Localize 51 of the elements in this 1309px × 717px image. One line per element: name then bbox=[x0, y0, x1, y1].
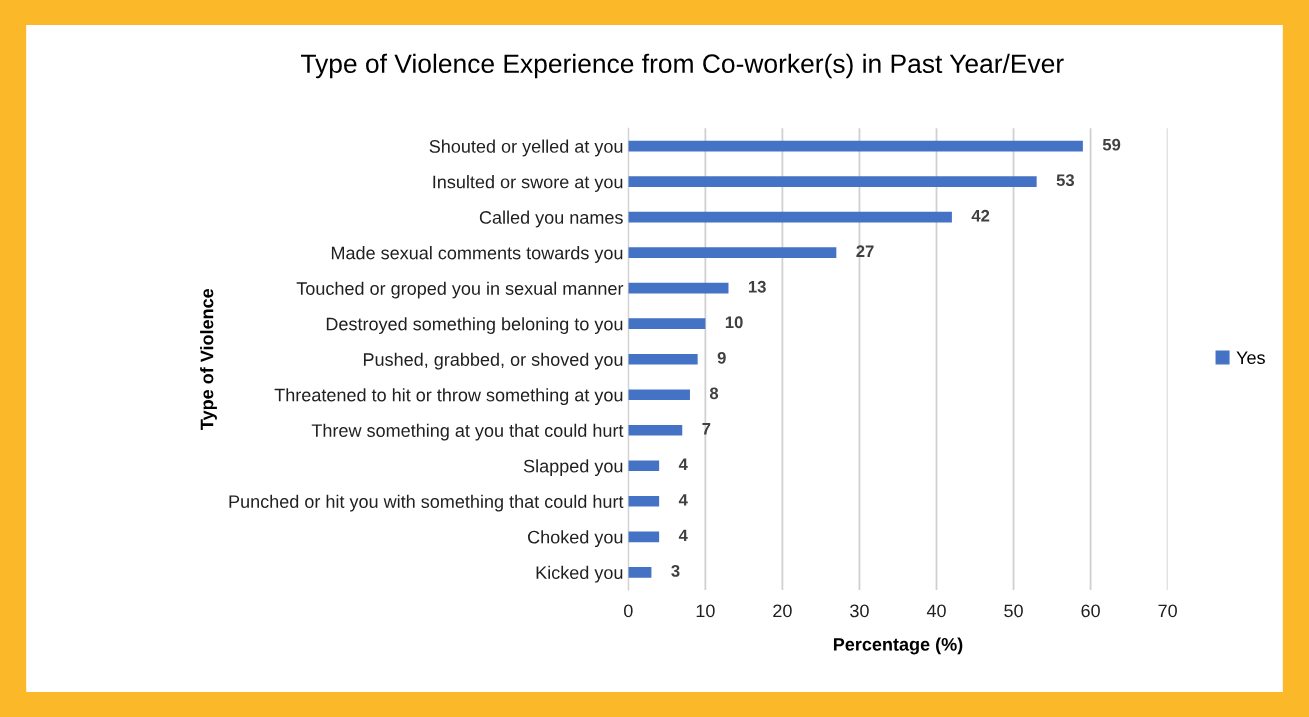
y-tick-label: Destroyed something beloning to you bbox=[326, 317, 623, 334]
y-tick-label: Punched or hit you with something that could hurt bbox=[229, 494, 624, 512]
y-tick-label: Touched or groped you in sexual manner bbox=[296, 281, 624, 299]
data-label: 9 bbox=[717, 351, 726, 364]
bar bbox=[628, 531, 660, 543]
y-tick-label: Choked you bbox=[528, 530, 623, 548]
chart-title: Type of Violence Experience from Co-worker(s) in Past Year/Ever bbox=[301, 53, 1064, 79]
x-tick-label: 40 bbox=[926, 604, 946, 618]
data-label: 59 bbox=[1102, 138, 1121, 151]
x-tick-label: 10 bbox=[696, 604, 715, 618]
data-label: 13 bbox=[748, 280, 766, 293]
y-tick-label: Threw something at you that could hurt bbox=[311, 423, 624, 441]
y-axis-title: Type of Violence bbox=[200, 288, 217, 430]
y-tick-label: Made sexual comments towards you bbox=[331, 246, 623, 263]
data-label: 27 bbox=[856, 245, 874, 257]
y-tick-label: Pushed, grabbed, or shoved you bbox=[363, 352, 623, 370]
data-label: 4 bbox=[678, 494, 688, 506]
bar bbox=[628, 460, 660, 472]
bar bbox=[628, 567, 652, 578]
data-label: 7 bbox=[702, 423, 711, 435]
data-label: 8 bbox=[709, 387, 719, 400]
bar bbox=[628, 424, 683, 436]
bar bbox=[628, 211, 952, 223]
bar bbox=[628, 495, 660, 507]
bar bbox=[628, 389, 690, 401]
data-label: 10 bbox=[725, 316, 743, 329]
x-tick-label: 50 bbox=[1004, 604, 1023, 618]
bar bbox=[628, 176, 1037, 187]
legend-label: Yes bbox=[1236, 351, 1265, 365]
x-tick-label: 30 bbox=[850, 604, 869, 618]
y-tick-label: Threatened to hit or throw something at you bbox=[274, 388, 623, 406]
y-tick-label: Called you names bbox=[479, 210, 623, 228]
data-label: 42 bbox=[971, 209, 990, 222]
x-axis-title: Percentage (%) bbox=[833, 637, 963, 655]
y-tick-label: Shouted or yelled at you bbox=[429, 139, 623, 157]
bar bbox=[628, 353, 698, 365]
x-tick-label: 60 bbox=[1081, 604, 1100, 618]
y-tick-label: Kicked you bbox=[536, 565, 623, 583]
y-tick-label: Insulted or swore at you bbox=[433, 175, 623, 192]
x-tick-label: 20 bbox=[773, 604, 792, 618]
bar bbox=[628, 318, 706, 330]
data-label: 4 bbox=[678, 529, 688, 542]
bar bbox=[628, 282, 729, 294]
data-label: 3 bbox=[671, 565, 680, 577]
bar bbox=[628, 140, 1083, 152]
data-label: 4 bbox=[678, 458, 688, 471]
data-label: 53 bbox=[1056, 174, 1075, 187]
x-tick-label: 70 bbox=[1158, 604, 1177, 618]
x-tick-label: 0 bbox=[624, 604, 633, 618]
bar bbox=[628, 247, 837, 258]
y-tick-label: Slapped you bbox=[523, 459, 623, 477]
